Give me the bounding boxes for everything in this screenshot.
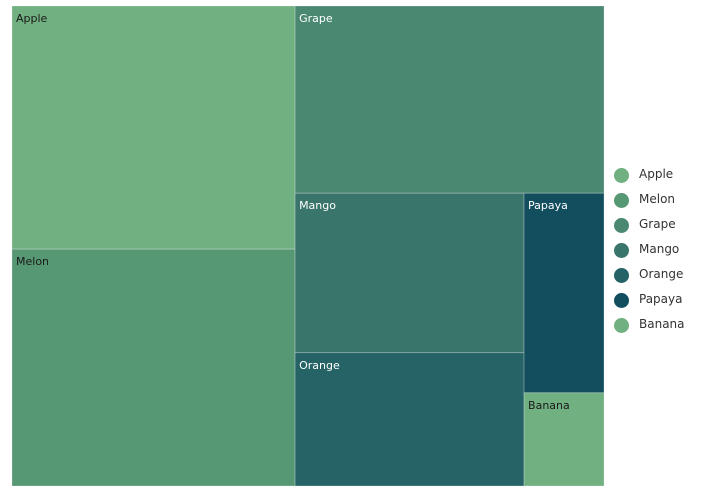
tile-label-apple: Apple — [16, 12, 48, 25]
legend-label-grape: Grape — [639, 217, 676, 231]
tile-label-melon: Melon — [16, 255, 49, 268]
tile-label-grape: Grape — [299, 12, 333, 25]
legend-item-banana[interactable]: Banana — [614, 316, 699, 341]
tile-label-banana: Banana — [528, 399, 570, 412]
tile-mango[interactable] — [295, 193, 524, 353]
tile-orange[interactable] — [295, 353, 524, 486]
legend-item-melon[interactable]: Melon — [614, 191, 699, 216]
tile-label-mango: Mango — [299, 199, 336, 212]
tile-label-papaya: Papaya — [528, 199, 568, 212]
legend-swatch-grape — [614, 218, 629, 233]
legend-label-melon: Melon — [639, 192, 675, 206]
legend-swatch-orange — [614, 268, 629, 283]
legend-item-papaya[interactable]: Papaya — [614, 291, 699, 316]
tile-apple[interactable] — [12, 6, 295, 249]
legend-label-apple: Apple — [639, 167, 673, 181]
tile-label-orange: Orange — [299, 359, 340, 372]
legend-swatch-apple — [614, 168, 629, 183]
legend-label-papaya: Papaya — [639, 292, 682, 306]
legend-swatch-melon — [614, 193, 629, 208]
legend-swatch-papaya — [614, 293, 629, 308]
legend-label-mango: Mango — [639, 242, 679, 256]
legend-label-orange: Orange — [639, 267, 683, 281]
legend-item-apple[interactable]: Apple — [614, 166, 699, 191]
legend-swatch-banana — [614, 318, 629, 333]
legend: Apple Melon Grape Mango Orange Papaya Banana — [614, 166, 699, 341]
tile-melon[interactable] — [12, 249, 295, 486]
legend-swatch-mango — [614, 243, 629, 258]
tile-grape[interactable] — [295, 6, 604, 193]
legend-item-mango[interactable]: Mango — [614, 241, 699, 266]
legend-label-banana: Banana — [639, 317, 685, 331]
legend-item-grape[interactable]: Grape — [614, 216, 699, 241]
legend-item-orange[interactable]: Orange — [614, 266, 699, 291]
tile-papaya[interactable] — [524, 193, 604, 393]
